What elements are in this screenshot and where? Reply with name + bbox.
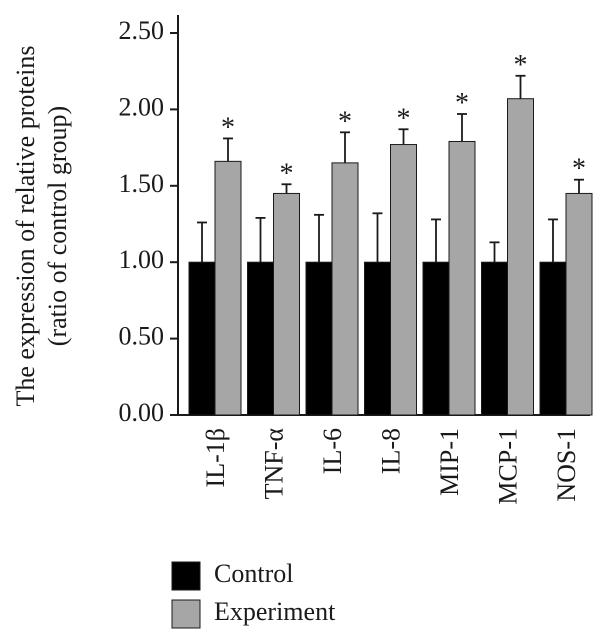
bar-control xyxy=(481,261,508,416)
x-category-label: NOS-1 xyxy=(552,428,581,502)
y-tick-label: 2.00 xyxy=(119,92,165,121)
x-category-label: IL-1β xyxy=(201,428,230,487)
bar-experiment xyxy=(214,160,242,416)
bar-control xyxy=(305,261,333,416)
legend-label-experiment: Experiment xyxy=(214,597,336,626)
y-tick-label: 2.50 xyxy=(119,16,165,45)
bar-control xyxy=(539,261,567,416)
bar-experiment xyxy=(331,162,359,416)
bar-experiment xyxy=(390,144,417,416)
bars: * * * * * * * xyxy=(188,50,593,416)
x-axis-categories: IL-1β TNF-α IL-6 IL-8 MIP-1 MCP-1 NOS-1 xyxy=(201,428,581,505)
x-category-label: IL-8 xyxy=(377,428,406,474)
bar-control xyxy=(247,261,274,416)
y-axis-title-line2: (ratio of control group) xyxy=(43,106,72,346)
significance-star: * xyxy=(280,158,294,189)
y-axis: 0.00 0.50 1.00 1.50 2.00 2.50 xyxy=(119,15,590,427)
bar-control xyxy=(422,261,450,416)
bar-experiment xyxy=(273,192,300,416)
x-category-label: TNF-α xyxy=(260,428,289,500)
legend-label-control: Control xyxy=(214,559,293,588)
legend: Control Experiment xyxy=(171,559,336,629)
significance-star: * xyxy=(572,154,586,185)
bar-control xyxy=(188,261,216,416)
legend-swatch-control xyxy=(171,561,201,591)
y-axis-title: The expression of relative proteins (rat… xyxy=(11,46,72,407)
x-category-label: MCP-1 xyxy=(494,428,523,505)
significance-star: * xyxy=(338,106,352,137)
significance-star: * xyxy=(514,50,528,81)
y-tick-label: 1.00 xyxy=(119,245,165,274)
bar-experiment xyxy=(565,192,593,416)
bar-experiment xyxy=(448,140,476,416)
y-tick-label: 0.50 xyxy=(119,322,165,351)
y-tick-label: 1.50 xyxy=(119,169,165,198)
bar-control xyxy=(364,261,391,416)
significance-star: * xyxy=(455,88,469,119)
y-tick-label: 0.00 xyxy=(119,398,165,427)
bar-experiment xyxy=(507,98,534,416)
significance-star: * xyxy=(397,103,411,134)
x-category-label: IL-6 xyxy=(318,428,347,474)
legend-swatch-experiment xyxy=(171,599,201,629)
significance-star: * xyxy=(221,112,235,143)
y-axis-title-line1: The expression of relative proteins xyxy=(11,46,40,407)
x-category-label: MIP-1 xyxy=(435,428,464,496)
